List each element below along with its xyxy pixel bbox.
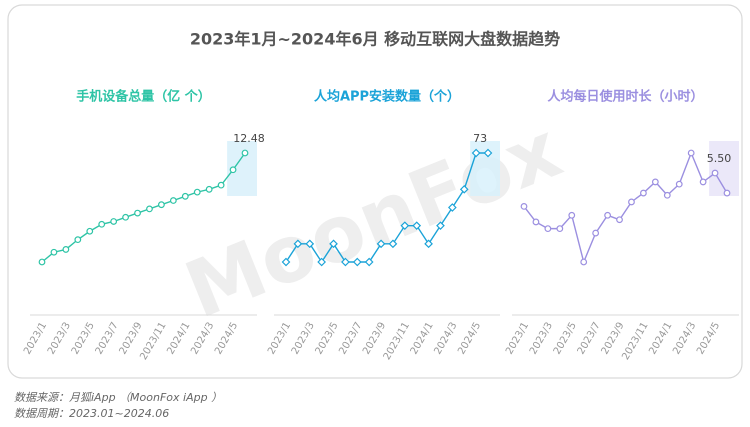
data-point xyxy=(98,220,106,228)
data-point xyxy=(134,209,141,217)
data-point xyxy=(352,257,362,267)
data-point xyxy=(400,221,410,231)
footnote: 数据周期：2023.01~2024.06 xyxy=(14,407,169,420)
data-point xyxy=(483,148,493,158)
data-point xyxy=(616,216,623,224)
data-point xyxy=(532,218,540,226)
data-point xyxy=(376,239,386,249)
data-point xyxy=(50,248,58,256)
data-point xyxy=(74,236,82,244)
data-label: 5.50 xyxy=(707,152,732,165)
data-point xyxy=(568,211,576,219)
data-point xyxy=(305,239,315,249)
series-line xyxy=(285,152,488,264)
data-point xyxy=(217,181,225,189)
data-point xyxy=(181,192,189,200)
data-point xyxy=(317,257,326,267)
frame xyxy=(7,4,743,379)
data-point xyxy=(110,218,118,225)
data-point xyxy=(293,239,303,249)
data-point xyxy=(459,184,469,194)
data-point xyxy=(604,211,611,219)
data-label: 12.48 xyxy=(233,132,265,145)
data-point xyxy=(241,149,249,157)
data-point xyxy=(580,258,588,266)
data-point xyxy=(436,221,445,231)
data-point xyxy=(86,227,94,235)
data-point xyxy=(158,201,165,209)
panel-title: 人均APP安装数量（个） xyxy=(314,89,460,105)
data-point xyxy=(711,169,719,177)
data-point xyxy=(38,258,46,266)
data-point xyxy=(205,185,213,193)
panel-title: 人均每日使用时长（小时） xyxy=(547,89,703,105)
data-point xyxy=(723,189,731,197)
data-point xyxy=(628,198,635,206)
data-point xyxy=(663,191,671,199)
highlight-box xyxy=(470,141,500,196)
data-point xyxy=(651,178,659,186)
data-point xyxy=(556,225,564,233)
data-point xyxy=(687,149,695,157)
data-point xyxy=(281,257,291,267)
data-point xyxy=(62,246,70,253)
data-point xyxy=(193,188,201,196)
data-point xyxy=(544,225,552,233)
data-point xyxy=(675,180,683,188)
data-point xyxy=(640,189,647,197)
data-label: 73 xyxy=(473,132,487,145)
data-point xyxy=(169,197,177,204)
data-point xyxy=(229,166,237,174)
data-point xyxy=(699,178,707,186)
data-point xyxy=(341,257,350,267)
data-point xyxy=(388,239,398,249)
data-point xyxy=(471,148,481,158)
data-point xyxy=(592,229,600,237)
data-point xyxy=(520,202,528,210)
data-point xyxy=(122,213,129,221)
data-point xyxy=(364,257,374,267)
footnote: 数据来源：月狐iApp （MoonFox iApp ） xyxy=(14,391,222,404)
data-point xyxy=(448,203,457,212)
data-point xyxy=(424,239,433,249)
data-point xyxy=(329,239,338,249)
data-point xyxy=(146,205,153,213)
data-point xyxy=(412,221,422,231)
main-title: 2023年1月~2024年6月 移动互联网大盘数据趋势 xyxy=(190,30,560,49)
panel-title: 手机设备总量（亿 个） xyxy=(76,89,211,105)
